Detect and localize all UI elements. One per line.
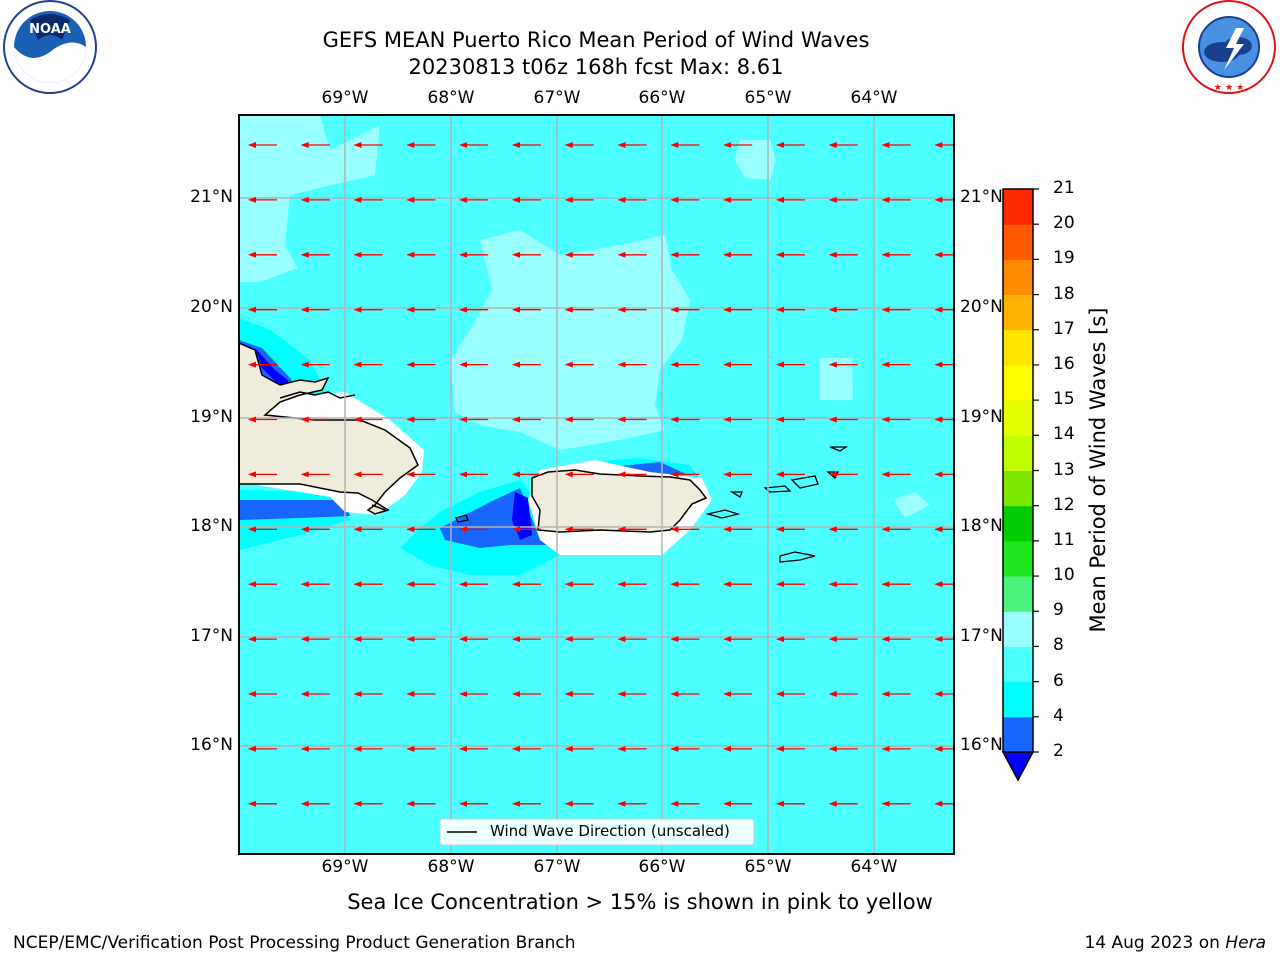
colorbar-tick-label: 8 [1053,635,1064,656]
lon-label-bottom: 69°W [321,857,369,877]
chart-subtitle: 20230813 t06z 168h fcst Max: 8.61 [408,55,784,79]
map-legend [439,818,755,846]
lat-label-right: 20°N [960,297,1003,317]
colorbar-tick-label: 19 [1053,248,1075,269]
colorbar-tick-label: 12 [1053,494,1075,515]
sea-ice-note: Sea Ice Concentration > 15% is shown in … [347,890,933,914]
lon-label-top: 66°W [638,88,686,108]
hispaniola-coast-detail [279,391,386,511]
colorbar-segment [1003,294,1033,331]
lat-label-left: 20°N [190,297,233,317]
date-credit: 14 Aug 2023 on Hera [1084,933,1266,953]
lat-label-left: 16°N [190,735,233,755]
lat-label-left: 17°N [190,626,233,646]
lon-label-top: 64°W [850,88,898,108]
colorbar-segment [1003,540,1033,577]
colorbar-tick-label: 13 [1053,459,1075,480]
colorbar-tick-label: 10 [1053,565,1075,586]
lon-label-top: 67°W [533,88,581,108]
lat-label-left: 19°N [190,407,233,427]
colorbar-segment [1003,329,1033,366]
org-credit: NCEP/EMC/Verification Post Processing Pr… [13,933,576,953]
wind-wave-arrows [248,142,954,807]
lat-label-right: 19°N [960,407,1003,427]
colorbar-segment [1003,400,1033,436]
lat-label-right: 18°N [960,516,1003,536]
map-frame [238,114,955,855]
colorbar-segment [1003,435,1033,471]
lon-label-bottom: 67°W [533,857,581,877]
lon-label-top: 68°W [427,88,475,108]
lat-label-right: 17°N [960,626,1003,646]
date-text: 14 Aug 2023 on [1084,933,1220,953]
hispaniola-land [239,342,419,515]
lon-label-bottom: 68°W [427,857,475,877]
host-name: Hera [1225,933,1266,953]
colorbar-tick-label: 14 [1053,424,1075,445]
noaa-logo: NOAA [3,0,97,94]
colorbar-tick-label: 11 [1053,529,1075,550]
svg-text:NOAA: NOAA [29,22,71,37]
colorbar-extend-triangle [1001,751,1035,782]
map-area [239,115,954,854]
chart-title: GEFS MEAN Puerto Rico Mean Period of Win… [322,28,870,52]
colorbar-tick-label: 9 [1053,600,1064,621]
lon-label-bottom: 64°W [850,857,898,877]
lat-label-right: 16°N [960,735,1003,755]
colorbar-segment [1003,189,1033,225]
colorbar-tick-label: 16 [1053,353,1075,374]
colorbar-segment [1003,470,1033,507]
lat-label-right: 21°N [960,187,1003,207]
colorbar-segment [1003,576,1033,612]
colorbar-segment [1003,224,1033,260]
colorbar-tick-label: 18 [1053,283,1075,304]
colorbar [1001,188,1039,782]
colorbar-tick-label: 6 [1053,670,1064,691]
colorbar-segment [1003,646,1033,683]
colorbar-segment [1003,364,1033,401]
colorbar-tick-label: 4 [1053,705,1064,726]
colorbar-segment [1003,259,1033,296]
colorbar-tick-label: 15 [1053,389,1075,410]
lat-label-left: 21°N [190,187,233,207]
lat-label-left: 18°N [190,516,233,536]
colorbar-tick-label: 20 [1053,213,1075,234]
nws-logo: ★ ★ ★ [1182,0,1276,94]
colorbar-segment [1003,611,1033,647]
colorbar-tick-label: 21 [1053,178,1075,198]
lon-label-top: 69°W [321,88,369,108]
colorbar-segment [1003,505,1033,542]
lon-label-top: 65°W [744,88,792,108]
colorbar-tick-label: 2 [1053,741,1064,761]
colorbar-segment [1003,716,1033,753]
colorbar-segment [1003,681,1033,718]
svg-text:★ ★ ★: ★ ★ ★ [1214,83,1244,93]
colorbar-tick-label: 17 [1053,318,1075,339]
lon-label-bottom: 66°W [638,857,686,877]
legend-label: Wind Wave Direction (unscaled) [490,822,730,840]
colorbar-title: Mean Period of Wind Waves [s] [1086,307,1110,633]
lon-label-bottom: 65°W [744,857,792,877]
